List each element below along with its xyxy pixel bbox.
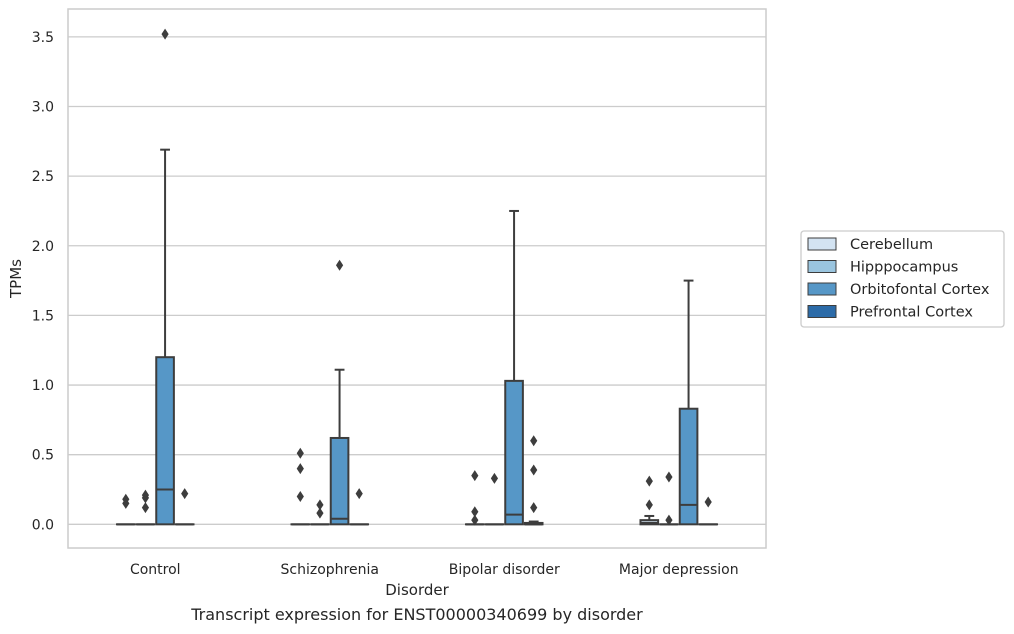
y-tick-label: 1.0 bbox=[32, 378, 54, 394]
box-body bbox=[329, 436, 350, 526]
outlier-point bbox=[665, 514, 673, 526]
box-prefrontal-cortex bbox=[349, 488, 370, 526]
outlier-point bbox=[530, 464, 538, 476]
legend-label: Hipppocampus bbox=[850, 260, 958, 276]
box-prefrontal-cortex bbox=[698, 496, 719, 526]
box-orbitofontal-cortex bbox=[678, 279, 699, 526]
box-orbitofontal-cortex bbox=[155, 28, 175, 526]
box-hipppocampus bbox=[484, 472, 505, 526]
y-tick-label: 2.0 bbox=[32, 239, 54, 255]
outlier-point bbox=[704, 496, 712, 508]
outlier-point bbox=[181, 488, 189, 500]
outlier-point bbox=[316, 499, 324, 511]
x-tick-label: Bipolar disorder bbox=[449, 562, 560, 578]
x-tick-label: Schizophrenia bbox=[281, 562, 379, 578]
y-tick-label: 0.0 bbox=[32, 517, 54, 533]
outlier-point bbox=[296, 447, 304, 459]
outlier-point bbox=[471, 470, 479, 482]
box-hipppocampus bbox=[659, 471, 679, 526]
outlier-point bbox=[141, 502, 150, 514]
y-tick-label: 2.5 bbox=[32, 169, 54, 185]
legend-swatch bbox=[807, 305, 837, 318]
box-orbitofontal-cortex bbox=[329, 259, 350, 526]
outlier-point bbox=[490, 472, 499, 484]
outlier-point bbox=[530, 502, 538, 514]
box-body bbox=[155, 356, 175, 526]
box-cerebellum bbox=[115, 493, 136, 526]
legend-swatch bbox=[807, 282, 837, 296]
outlier-point bbox=[645, 499, 653, 511]
legend-label: Cerebellum bbox=[850, 237, 933, 253]
outlier-point bbox=[471, 506, 479, 518]
outlier-point bbox=[355, 488, 363, 500]
outlier-point bbox=[335, 259, 344, 271]
legend-label: Orbitofontal Cortex bbox=[850, 282, 990, 298]
y-axis-ticks: 0.0 0.5 1.0 1.5 2.0 2.5 3.0 3.5 bbox=[32, 30, 54, 533]
box-hipppocampus bbox=[135, 489, 156, 526]
outlier-point bbox=[296, 490, 304, 502]
box-hipppocampus bbox=[310, 499, 330, 526]
outlier-point bbox=[122, 493, 130, 505]
x-axis-ticks: Control Schizophrenia Bipolar disorder Majo… bbox=[130, 562, 739, 578]
outlier-point bbox=[316, 507, 324, 519]
boxes bbox=[115, 28, 719, 526]
outlier-point bbox=[665, 471, 673, 483]
legend: Cerebellum Hipppocampus Orbitofontal Corte… bbox=[800, 230, 1005, 328]
outlier-point bbox=[530, 435, 538, 447]
outlier-point bbox=[645, 475, 653, 487]
y-tick-label: 3.0 bbox=[32, 99, 54, 115]
legend-frame bbox=[800, 230, 1005, 328]
box-body bbox=[678, 407, 699, 526]
outlier-point bbox=[161, 28, 169, 40]
outlier-point bbox=[296, 463, 304, 475]
y-tick-label: 1.5 bbox=[32, 308, 54, 324]
box-cerebellum bbox=[639, 475, 660, 526]
x-axis-label: Disorder bbox=[385, 581, 449, 599]
legend-label: Prefrontal Cortex bbox=[850, 305, 973, 321]
y-tick-label: 3.5 bbox=[32, 30, 54, 46]
box-cerebellum bbox=[464, 470, 485, 526]
outlier-point bbox=[141, 489, 150, 501]
x-tick-label: Major depression bbox=[619, 562, 739, 578]
box-cerebellum bbox=[290, 447, 311, 526]
box-prefrontal-cortex bbox=[523, 435, 544, 526]
box-body bbox=[504, 379, 524, 526]
x-tick-label: Control bbox=[130, 562, 181, 578]
legend-swatch bbox=[807, 260, 837, 273]
figure-caption: Transcript expression for ENST0000034069… bbox=[191, 605, 643, 624]
box-orbitofontal-cortex bbox=[504, 209, 524, 526]
legend-swatch bbox=[807, 237, 837, 251]
y-tick-label: 0.5 bbox=[32, 448, 54, 464]
plot-area bbox=[67, 8, 767, 549]
box-prefrontal-cortex bbox=[174, 488, 195, 526]
outlier-point bbox=[471, 514, 479, 526]
y-axis-label: TPMs bbox=[7, 259, 25, 299]
